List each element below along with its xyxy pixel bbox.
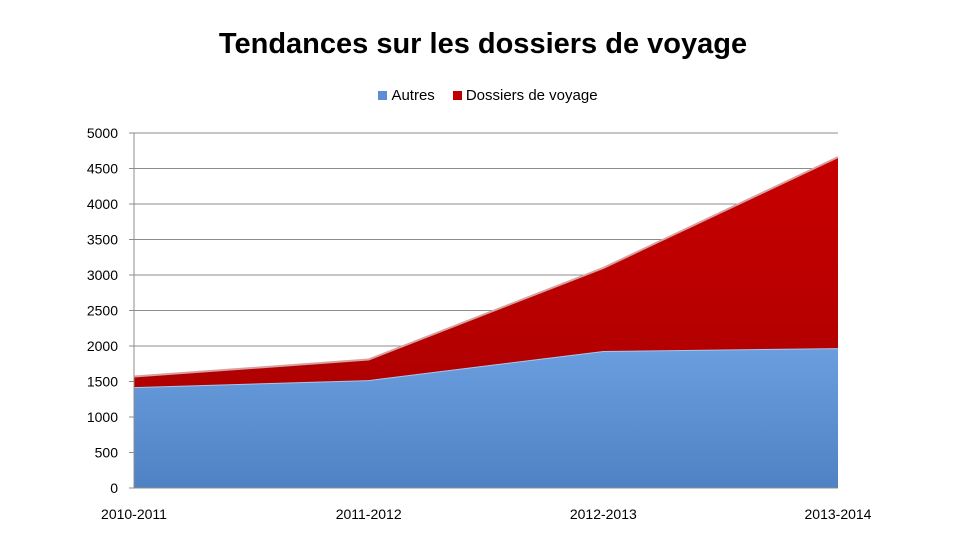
legend-item-dossiers: Dossiers de voyage xyxy=(452,87,598,104)
legend-swatch-autres xyxy=(378,91,388,100)
legend-label-autres: Autres xyxy=(391,87,435,104)
y-tick-label-4000: 4000 xyxy=(87,196,118,212)
y-tick-label-1000: 1000 xyxy=(87,409,118,425)
chart-title: Tendances sur les dossiers de voyage xyxy=(218,28,748,60)
x-tick-label-2012-2013: 2012-2013 xyxy=(570,506,637,522)
y-tick-label-2500: 2500 xyxy=(87,303,118,319)
area-edge-dossiers-de-voyage xyxy=(133,156,839,378)
x-tick-label-2011-2012: 2011-2012 xyxy=(336,506,402,522)
y-tick-label-1500: 1500 xyxy=(87,374,118,390)
legend: Autres Dossiers de voyage xyxy=(0,87,976,104)
y-tick-label-3000: 3000 xyxy=(87,267,118,283)
legend-item-autres: Autres xyxy=(378,87,435,104)
y-tick-label-4500: 4500 xyxy=(87,161,118,177)
x-tick-label-2013-2014: 2013-2014 xyxy=(805,506,872,522)
y-tick-label-0: 0 xyxy=(110,480,118,496)
y-tick-label-500: 500 xyxy=(95,445,119,461)
y-tick-label-5000: 5000 xyxy=(87,125,118,141)
x-tick-label-2010-2011: 2010-2011 xyxy=(101,506,167,522)
legend-swatch-dossiers xyxy=(452,91,462,100)
area-series-dossiers-de-voyage xyxy=(134,157,838,388)
y-tick-label-3500: 3500 xyxy=(87,232,118,248)
legend-label-dossiers: Dossiers de voyage xyxy=(465,87,598,104)
y-tick-label-2000: 2000 xyxy=(87,338,118,354)
area-series-autres xyxy=(134,348,838,488)
